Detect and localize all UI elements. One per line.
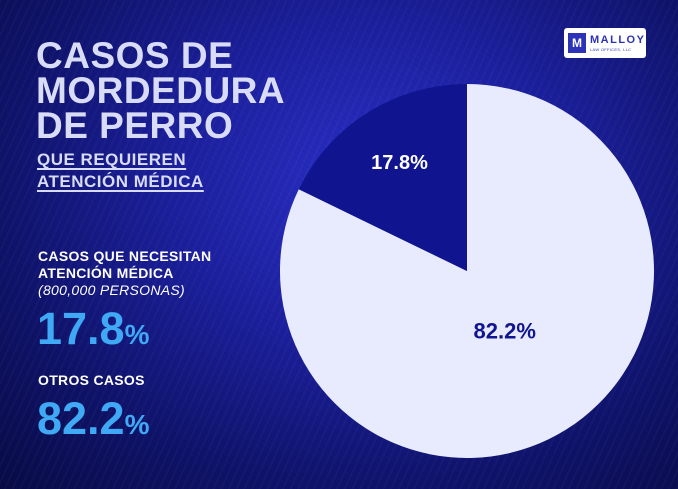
malloy-logo-subtitle: LAW OFFICES, LLC <box>590 46 632 52</box>
stat-value-medical: 17.8% <box>37 306 150 357</box>
pie-slice-0 <box>298 84 467 271</box>
stat-value-medical-number: 17.8 <box>37 303 125 354</box>
page-title: CASOS DE MORDEDURA DE PERRO <box>36 35 286 146</box>
subtitle-line-1: QUE REQUIEREN <box>37 150 187 169</box>
title-line-2: MORDEDURA <box>36 70 286 111</box>
stat-label-other: OTROS CASOS <box>38 372 145 389</box>
stat-label-medical: CASOS QUE NECESITAN ATENCIÓN MÉDICA (800… <box>38 248 211 299</box>
stat-value-other: 82.2% <box>37 396 150 447</box>
stat-value-other-number: 82.2 <box>37 393 125 444</box>
stat-label-medical-line-2: ATENCIÓN MÉDICA <box>38 265 174 281</box>
stat-value-medical-unit: % <box>124 319 150 350</box>
page-subtitle: QUE REQUIEREN ATENCIÓN MÉDICA <box>37 149 204 193</box>
pie-slice-1 <box>280 84 655 458</box>
malloy-logo-name: MALLOY <box>590 33 646 46</box>
pie-label-0: 17.8% <box>371 152 428 174</box>
subtitle-line-2: ATENCIÓN MÉDICA <box>37 172 204 191</box>
title-line-3: DE PERRO <box>36 105 234 146</box>
pie-label-1: 82.2% <box>474 319 536 344</box>
title-line-1: CASOS DE <box>36 35 234 76</box>
stat-label-medical-line-1: CASOS QUE NECESITAN <box>38 248 212 264</box>
stat-label-medical-note: (800,000 PERSONAS) <box>38 282 186 298</box>
malloy-logo-mark: M <box>568 33 586 53</box>
malloy-logo: M MALLOY LAW OFFICES, LLC <box>564 28 646 58</box>
stat-value-other-unit: % <box>124 409 150 440</box>
stat-label-other-line-1: OTROS CASOS <box>38 372 145 388</box>
